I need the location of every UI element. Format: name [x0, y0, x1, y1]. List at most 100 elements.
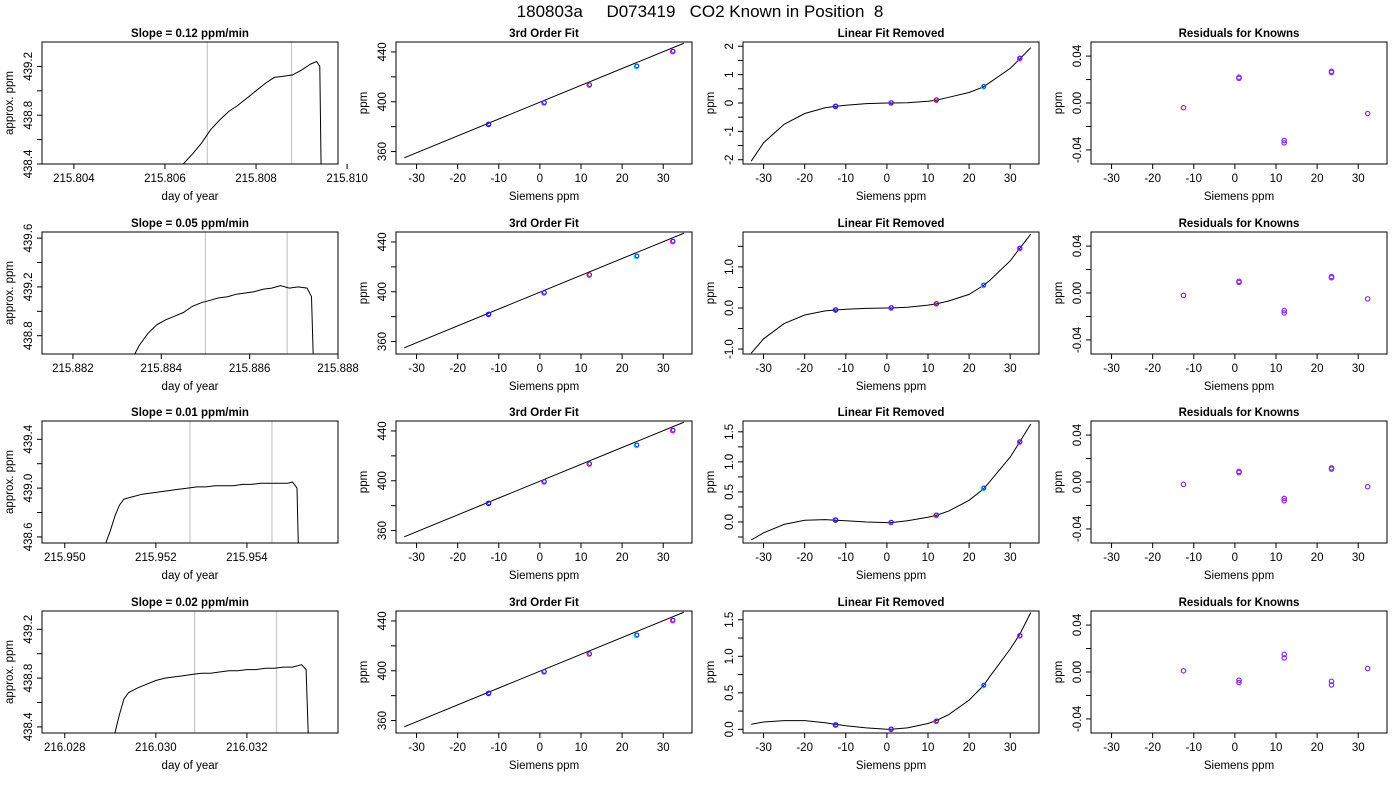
panel-r3-fit: 3rd Order Fit Siemens ppm ppm -30 -20 -10 0 10 2… — [358, 407, 693, 582]
x-axis-label: Siemens ppm — [509, 570, 579, 582]
data-point — [1328, 682, 1335, 688]
x-tick-label: -10 — [837, 742, 854, 754]
panel-r4-drift: Slope = 0.02 ppm/min day of year approx. p… — [4, 597, 339, 772]
data-point — [1281, 651, 1288, 658]
y-tick-label: 438.6 — [23, 523, 35, 552]
x-tick-label: -20 — [1144, 742, 1161, 754]
x-tick-label: 10 — [575, 363, 588, 375]
panel-r2-res: Residuals for Knowns Siemens ppm ppm -30 -20… — [1053, 218, 1388, 393]
x-tick-label: 10 — [1270, 742, 1283, 754]
y-tick-label: 439.4 — [23, 424, 35, 453]
data-point — [1281, 310, 1288, 316]
x-tick-label: -30 — [408, 173, 425, 185]
panel-r1-fit: 3rd Order Fit Siemens ppm ppm -30 -20 -10 0 10 2… — [358, 28, 693, 203]
data-point-overlay — [889, 305, 894, 310]
x-tick-label: 20 — [1311, 173, 1324, 185]
plot-frame — [41, 610, 339, 734]
panel-title: 3rd Order Fit — [509, 218, 579, 230]
x-tick-label: -30 — [1103, 363, 1120, 375]
x-tick-label: 30 — [1004, 742, 1017, 754]
data-point — [1328, 678, 1335, 685]
x-tick-label: 10 — [922, 552, 935, 564]
x-tick-label: 30 — [657, 742, 670, 754]
data-point — [1180, 104, 1187, 111]
y-axis-label: ppm — [1053, 471, 1065, 493]
data-point — [1364, 296, 1371, 302]
x-tick-label: 0 — [537, 363, 543, 375]
drift-series-line — [182, 60, 322, 164]
data-point-overlay — [587, 82, 592, 87]
x-tick-label: -10 — [490, 363, 507, 375]
x-tick-label: -20 — [1144, 363, 1161, 375]
x-tick-label: 215.952 — [135, 552, 177, 564]
x-tick-label: 20 — [616, 173, 629, 185]
panel-r2-fit: 3rd Order Fit Siemens ppm ppm -30 -20 -10 0 10 2… — [358, 218, 693, 393]
x-axis-label: Siemens ppm — [856, 191, 926, 203]
plot-content — [404, 611, 684, 728]
plot-content — [1180, 273, 1371, 316]
data-point-overlay — [934, 718, 939, 724]
y-tick-label: 400 — [377, 92, 389, 111]
plot-content — [114, 611, 309, 733]
data-point — [1236, 469, 1242, 476]
plot-frame — [41, 231, 339, 355]
y-tick-label: 440 — [377, 421, 389, 440]
y-tick-label: 439.6 — [23, 224, 35, 253]
x-tick-label: 20 — [616, 742, 629, 754]
data-point-overlay — [634, 632, 640, 638]
panel-title: Residuals for Knowns — [1179, 28, 1300, 40]
x-tick-label: -30 — [755, 173, 772, 185]
cubic-fit-curve — [750, 47, 1032, 162]
y-tick-label: 400 — [377, 661, 389, 680]
y-tick-label: 440 — [377, 232, 389, 251]
data-point — [1281, 140, 1288, 146]
data-point-overlay — [670, 427, 676, 433]
x-axis-label: Siemens ppm — [1204, 570, 1274, 582]
y-tick-label: -1 — [724, 126, 736, 136]
x-tick-label: 20 — [963, 173, 976, 185]
panel-title: Slope = 0.12 ppm/min — [131, 28, 249, 40]
x-tick-label: 30 — [657, 173, 670, 185]
x-tick-label: 215.954 — [226, 552, 268, 564]
panel-title: Linear Fit Removed — [838, 218, 945, 230]
plot-content — [404, 42, 684, 159]
x-tick-label: -10 — [1185, 363, 1202, 375]
y-axis-label: approx. ppm — [4, 450, 16, 514]
x-tick-label: 30 — [1004, 552, 1017, 564]
y-tick-label: 360 — [377, 521, 389, 540]
plot-content — [1180, 651, 1371, 688]
plot-content — [750, 233, 1032, 354]
plot-frame — [742, 420, 1040, 544]
plot-frame — [1090, 420, 1388, 544]
x-tick-label: 10 — [1270, 363, 1283, 375]
x-tick-label: -20 — [449, 742, 466, 754]
x-tick-label: -30 — [408, 552, 425, 564]
data-point-overlay — [833, 103, 839, 109]
drift-series-line — [134, 285, 314, 354]
x-axis-label: Siemens ppm — [1204, 191, 1274, 203]
panel-title: Residuals for Knowns — [1179, 218, 1300, 230]
y-tick-label: 1.0 — [724, 648, 736, 664]
plot-content — [1180, 465, 1371, 504]
panel-title: Linear Fit Removed — [838, 28, 945, 40]
data-point-overlay — [542, 479, 547, 484]
data-point-overlay — [587, 461, 592, 466]
y-tick-label: 0.00 — [1072, 282, 1084, 304]
x-tick-label: 10 — [575, 742, 588, 754]
panel-r2-drift: Slope = 0.05 ppm/min day of year approx. p… — [4, 218, 359, 393]
x-tick-label: 0 — [1232, 552, 1238, 564]
x-tick-label: -30 — [1103, 173, 1120, 185]
x-tick-label: 30 — [657, 552, 670, 564]
data-point-overlay — [1017, 55, 1023, 61]
y-tick-label: 0.0 — [724, 721, 736, 737]
plot-content — [750, 47, 1032, 162]
x-tick-label: 30 — [1352, 363, 1365, 375]
panel-title: 3rd Order Fit — [509, 597, 579, 609]
data-point — [1328, 69, 1335, 76]
x-tick-label: 0 — [1232, 173, 1238, 185]
data-point-overlay — [486, 311, 492, 317]
plot-frame — [742, 231, 1040, 355]
data-point-overlay — [542, 669, 547, 674]
data-point-overlay — [934, 97, 939, 102]
y-tick-label: 0.00 — [1072, 92, 1084, 114]
